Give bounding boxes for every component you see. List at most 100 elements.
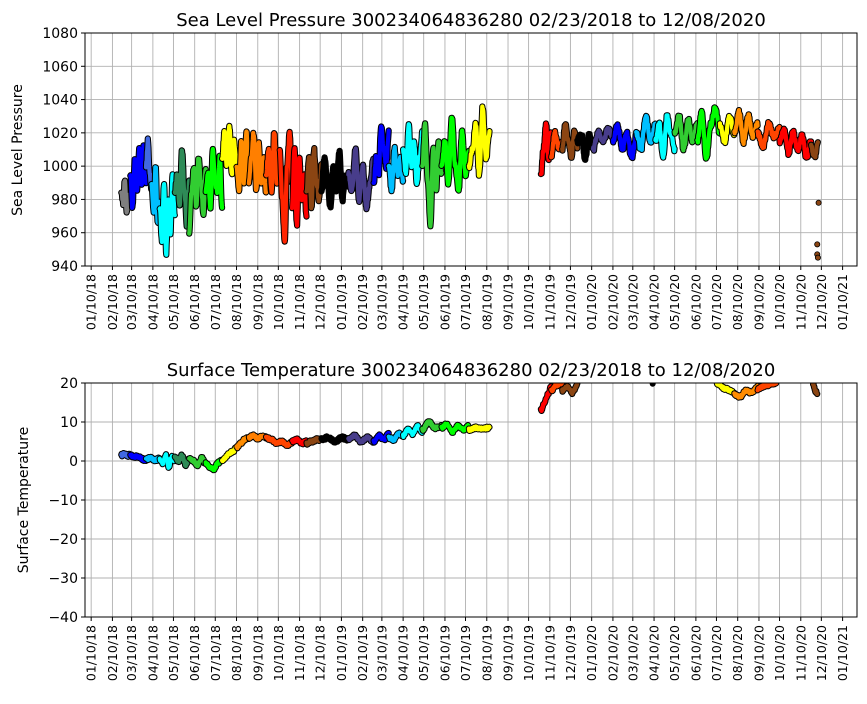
pressure-series-segment <box>636 116 655 150</box>
temperature-x-tick-label: 03/10/20 <box>625 625 640 681</box>
pressure-x-tick-label: 09/10/19 <box>501 274 516 330</box>
pressure-x-tick-label: 02/10/19 <box>355 274 370 330</box>
temperature-series-segment <box>266 437 292 446</box>
pressure-x-tick-label: 11/10/18 <box>292 274 307 330</box>
pressure-series-segment <box>307 148 322 208</box>
temperature-x-tick-label: 11/10/20 <box>793 625 808 681</box>
temperature-y-tick-label: −20 <box>48 532 78 548</box>
pressure-data-point <box>815 242 820 247</box>
pressure-x-tick-label: 08/10/20 <box>730 274 745 330</box>
pressure-y-tick-label: 940 <box>51 259 78 275</box>
temperature-plot-area <box>121 381 817 470</box>
pressure-series-segment <box>442 118 469 191</box>
pressure-x-tick-label: 03/10/18 <box>124 274 139 330</box>
pressure-chart-title: Sea Level Pressure 300234064836280 02/23… <box>176 10 766 31</box>
temperature-series-segment <box>442 424 469 433</box>
temperature-x-tick-label: 03/10/18 <box>124 625 139 681</box>
temperature-x-tick-label: 05/10/20 <box>667 625 682 681</box>
pressure-x-tick-label: 07/10/20 <box>709 274 724 330</box>
pressure-x-tick-label: 01/10/20 <box>584 274 599 330</box>
pressure-chart: Sea Level Pressure 300234064836280 02/23… <box>10 10 857 330</box>
pressure-series-segment <box>322 151 349 208</box>
pressure-x-tick-label: 11/10/19 <box>542 274 557 330</box>
temperature-series-segment <box>813 383 817 394</box>
temperature-x-tick-label: 10/10/20 <box>772 625 787 681</box>
pressure-series-segment <box>130 145 146 208</box>
pressure-series-segment <box>422 123 441 226</box>
temperature-x-tick-label: 07/10/20 <box>709 625 724 681</box>
pressure-y-tick-label: 1040 <box>42 93 78 109</box>
temperature-segment-line <box>562 384 577 394</box>
temperature-grid <box>85 383 857 617</box>
pressure-x-tick-label: 02/10/20 <box>605 274 620 330</box>
temperature-y-tick-label: 10 <box>60 415 78 431</box>
pressure-series-segment <box>189 159 206 234</box>
temperature-x-tick-label: 05/10/18 <box>166 625 181 681</box>
pressure-series-segment <box>348 149 373 210</box>
pressure-series-segment <box>675 116 698 151</box>
pressure-series-segment <box>374 127 389 183</box>
pressure-segment-line <box>322 151 349 208</box>
pressure-x-tick-label: 12/10/18 <box>313 274 328 330</box>
pressure-series-segment <box>758 122 780 148</box>
pressure-y-tick-label: 960 <box>51 226 78 242</box>
pressure-segment-line <box>130 145 146 208</box>
pressure-x-tick-label: 10/10/19 <box>521 274 536 330</box>
pressure-x-tick-label: 09/10/18 <box>250 274 265 330</box>
temperature-x-tick-label: 02/10/20 <box>605 625 620 681</box>
temperature-x-tick-label: 08/10/19 <box>479 625 494 681</box>
temperature-x-tick-label: 12/10/18 <box>313 625 328 681</box>
pressure-x-tick-label: 09/10/20 <box>752 274 767 330</box>
temperature-series-segment <box>222 448 236 462</box>
temperature-x-tick-label: 04/10/20 <box>647 625 662 681</box>
pressure-x-tick-label: 04/10/19 <box>396 274 411 330</box>
temperature-series-segment <box>348 435 373 443</box>
pressure-y-tick-label: 1080 <box>42 26 78 42</box>
temperature-series-segment <box>562 384 577 394</box>
temperature-x-tick-label: 03/10/19 <box>374 625 389 681</box>
temperature-x-tick-label: 08/10/18 <box>229 625 244 681</box>
temperature-series-segment <box>322 436 349 442</box>
pressure-x-tick-label: 07/10/19 <box>458 274 473 330</box>
temperature-x-tick-label: 04/10/18 <box>145 625 160 681</box>
temperature-x-tick-label: 01/10/20 <box>584 625 599 681</box>
temperature-segment-line <box>322 436 349 442</box>
pressure-x-tick-label: 01/10/18 <box>84 274 99 330</box>
pressure-y-tick-label: 1000 <box>42 159 78 175</box>
pressure-x-tick-label: 03/10/20 <box>625 274 640 330</box>
temperature-x-tick-label: 09/10/19 <box>501 625 516 681</box>
temperature-x-tick-label: 07/10/19 <box>458 625 473 681</box>
temperature-x-tick-label: 12/10/20 <box>814 625 829 681</box>
temperature-x-tick-label: 02/10/19 <box>355 625 370 681</box>
temperature-y-tick-label: −30 <box>48 571 78 587</box>
temperature-x-tick-label: 01/10/21 <box>835 625 850 681</box>
pressure-x-tick-label: 06/10/19 <box>437 274 452 330</box>
temperature-series-segment <box>469 427 490 431</box>
pressure-x-tick-label: 12/10/19 <box>563 274 578 330</box>
temperature-chart: Surface Temperature 300234064836280 02/2… <box>16 360 857 681</box>
temperature-segment-line <box>469 427 490 431</box>
pressure-x-tick-label: 04/10/20 <box>647 274 662 330</box>
pressure-series-segment <box>811 142 818 157</box>
temperature-x-tick-label: 02/10/18 <box>105 625 120 681</box>
pressure-x-tick-label: 05/10/20 <box>667 274 682 330</box>
pressure-x-tick-label: 04/10/18 <box>145 274 160 330</box>
pressure-x-tick-label: 01/10/19 <box>334 274 349 330</box>
pressure-series-segment <box>249 133 266 193</box>
temperature-data-point <box>650 381 655 386</box>
pressure-x-tick-label: 06/10/18 <box>187 274 202 330</box>
pressure-x-tick-label: 06/10/20 <box>688 274 703 330</box>
pressure-y-tick-label: 980 <box>51 192 78 208</box>
pressure-x-tick-label: 10/10/20 <box>772 274 787 330</box>
pressure-y-tick-label: 1060 <box>42 59 78 75</box>
temperature-chart-title: Surface Temperature 300234064836280 02/2… <box>167 360 776 381</box>
pressure-x-tick-label: 01/10/21 <box>835 274 850 330</box>
pressure-data-point <box>815 255 820 260</box>
temperature-y-tick-label: −10 <box>48 493 78 509</box>
temperature-x-tick-label: 08/10/20 <box>730 625 745 681</box>
pressure-x-tick-label: 10/10/18 <box>271 274 286 330</box>
temperature-x-tick-label: 11/10/19 <box>542 625 557 681</box>
temperature-x-tick-label: 09/10/18 <box>250 625 265 681</box>
